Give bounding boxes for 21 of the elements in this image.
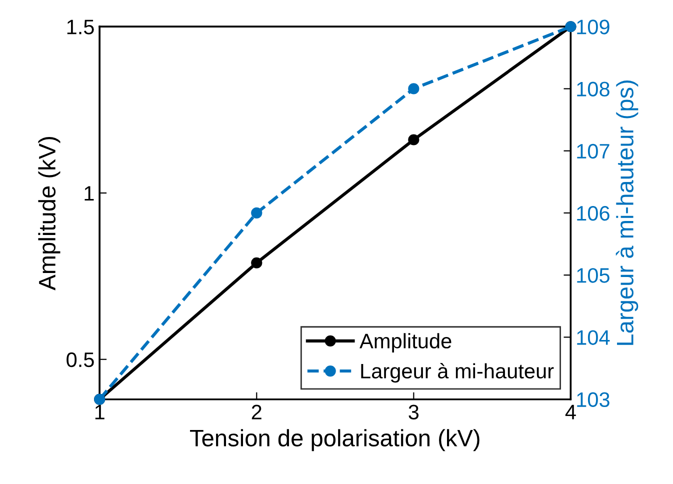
- x-tick-label: 1: [95, 404, 104, 420]
- y2-axis-title: Largeur à mi-hauteur (ps): [616, 80, 638, 345]
- x-tick-label: 4: [565, 404, 576, 420]
- y2-tick-label: 107: [577, 144, 610, 159]
- y2-tick-label: 104: [577, 330, 610, 345]
- x-tick-label: 3: [408, 404, 419, 420]
- point: [251, 207, 262, 219]
- y-axis-title: Amplitude (kV): [38, 137, 60, 290]
- y-tick-label: 1.5: [67, 20, 94, 34]
- x-axis-title: Tension de polarisation (kV): [190, 429, 480, 452]
- legend-label: Largeur à mi-hauteur: [361, 362, 554, 383]
- y2-tick-label: 103: [577, 392, 610, 408]
- y2-tick-label: 105: [577, 268, 610, 283]
- y-tick-label: 0.5: [66, 352, 94, 368]
- legend-label: Amplitude: [360, 333, 452, 353]
- y-tick-label: 1: [84, 186, 94, 201]
- point: [408, 83, 420, 94]
- y2-tick-label: 106: [577, 206, 610, 221]
- y2-tick-label: 108: [577, 82, 610, 96]
- y2-tick-label: 109: [577, 20, 610, 34]
- x-tick-label: 2: [252, 404, 262, 420]
